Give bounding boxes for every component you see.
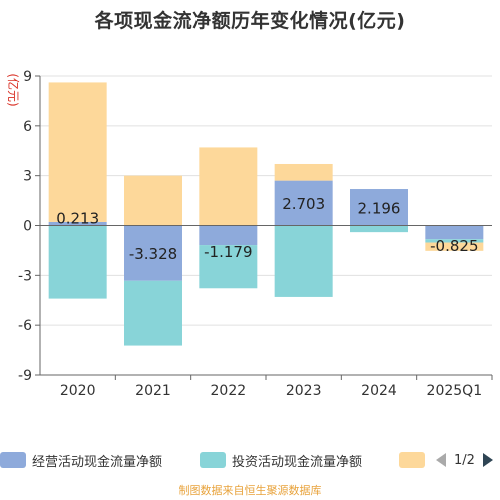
y-tick-label: -6 — [18, 318, 32, 334]
x-tick-label: 2025Q1 — [427, 383, 483, 399]
data-label: 2.703 — [282, 195, 325, 213]
legend-page-number: 1/2 — [454, 452, 475, 468]
bar-2020-series-2 — [48, 82, 107, 222]
legend-prev-icon[interactable] — [436, 453, 446, 467]
bar-2025Q1-series-2 — [425, 242, 484, 251]
legend-swatch-financing — [399, 452, 425, 468]
y-tick-label: -3 — [18, 268, 32, 284]
bar-2020-series-1 — [48, 225, 107, 299]
data-label: -3.328 — [129, 245, 177, 263]
bar-2020-series-0 — [48, 221, 107, 226]
x-tick-label: 2021 — [135, 383, 171, 399]
x-tick-label: 2023 — [286, 383, 322, 399]
bar-2024-series-1 — [350, 225, 408, 233]
legend-swatch-investing — [200, 452, 226, 468]
legend-pager: 1/2 — [436, 448, 493, 472]
data-label: 0.213 — [56, 210, 99, 228]
bar-2023-series-1 — [274, 225, 333, 297]
y-tick-label: 3 — [23, 169, 32, 185]
bar-2025Q1-series-0 — [425, 225, 484, 240]
y-axis-label: (亿元) — [6, 73, 21, 106]
legend-item-operating[interactable]: 经营活动现金流量净额 — [0, 448, 162, 472]
bar-chart: -9 -6 -3 0 3 6 9(亿元) 2020 2021 2022 2023 2024 2025Q1… — [6, 69, 493, 399]
x-tick-label: 2024 — [361, 383, 397, 399]
y-tick-label: 0 — [23, 219, 32, 235]
legend-item-investing[interactable]: 投资活动现金流量净额 — [200, 448, 362, 472]
bar-2023-series-0 — [274, 180, 333, 226]
data-label: 2.196 — [358, 199, 401, 217]
data-label: -0.825 — [430, 237, 478, 255]
bar-2023-series-2 — [274, 163, 333, 181]
bar-2022-series-0 — [199, 225, 258, 246]
bar-2022-series-1 — [199, 245, 258, 289]
bar-2021-series-2 — [124, 175, 182, 226]
legend-item-financing[interactable] — [399, 448, 431, 472]
legend: 经营活动现金流量净额 投资活动现金流量净额 1/2 — [0, 448, 500, 472]
legend-label-investing: 投资活动现金流量净额 — [232, 454, 363, 470]
data-source: 制图数据来自恒生聚源数据库 — [178, 484, 322, 497]
chart-title: 各项现金流净额历年变化情况(亿元) — [94, 10, 406, 32]
bar-2021-series-1 — [124, 280, 182, 346]
data-label: -1.179 — [204, 243, 252, 261]
y-tick-label: -9 — [18, 368, 32, 384]
bar-2025Q1-series-1 — [425, 239, 484, 243]
legend-label-operating: 经营活动现金流量净额 — [32, 454, 163, 470]
x-tick-label: 2022 — [211, 383, 247, 399]
y-tick-label: 9 — [23, 69, 32, 85]
legend-swatch-operating — [0, 452, 26, 468]
legend-next-icon[interactable] — [482, 453, 493, 467]
bar-2021-series-0 — [124, 225, 182, 281]
y-tick-label: 6 — [23, 119, 32, 135]
bar-2024-series-0 — [350, 189, 408, 226]
x-tick-label: 2020 — [60, 383, 96, 399]
bar-2022-series-2 — [199, 147, 258, 226]
